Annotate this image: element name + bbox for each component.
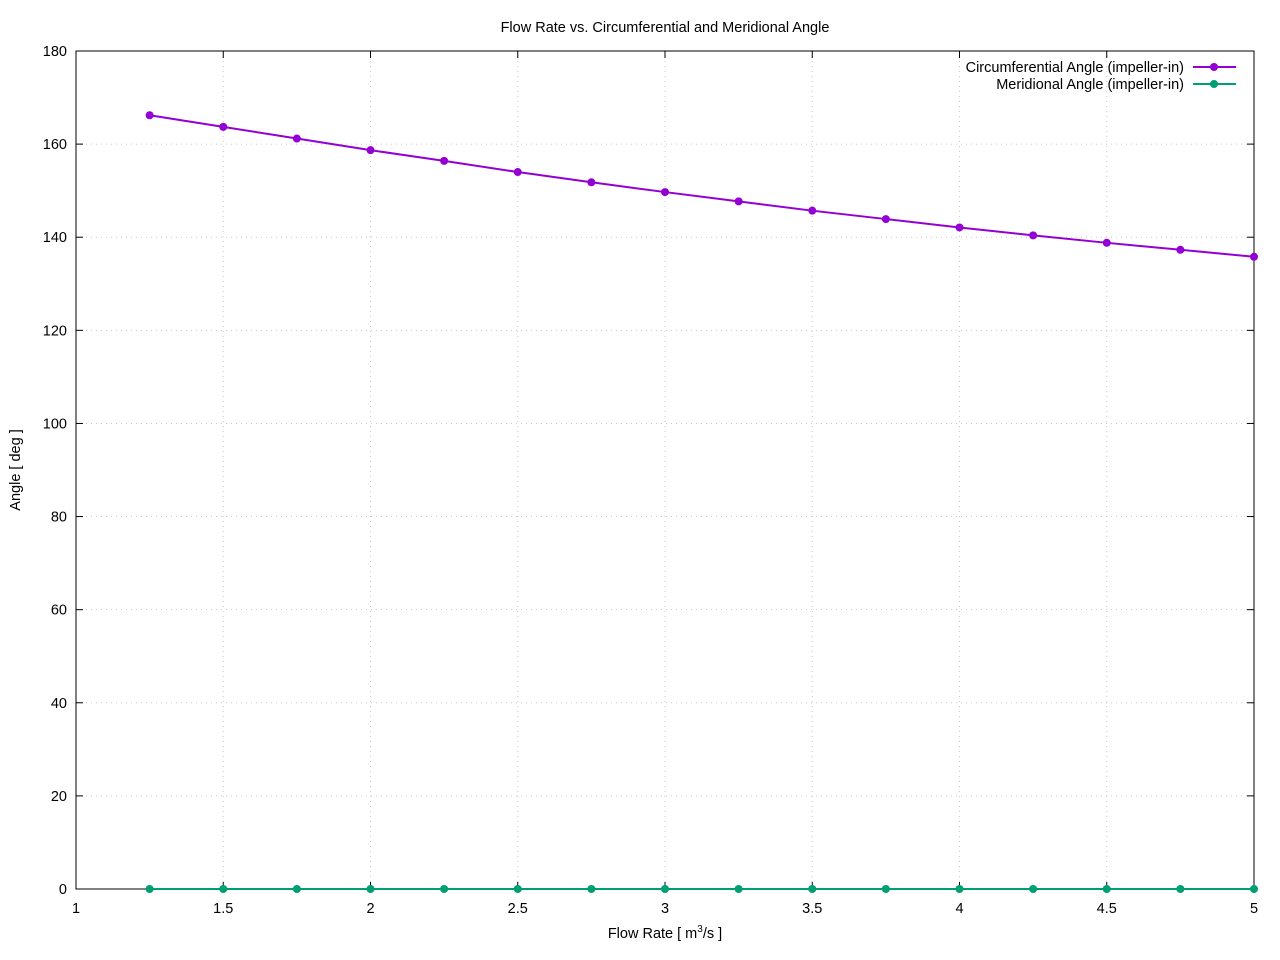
x-tick-label: 2 — [366, 901, 374, 917]
data-point — [955, 223, 964, 232]
legend: Circumferential Angle (impeller-in)Merid… — [966, 60, 1236, 93]
data-point — [881, 885, 890, 893]
y-tick-label: 160 — [43, 137, 67, 153]
x-axis-label-main: Flow Rate [ m — [608, 926, 697, 942]
data-point — [366, 885, 375, 893]
data-point — [440, 885, 449, 893]
data-point — [734, 885, 743, 893]
data-point — [1176, 245, 1185, 254]
series-meridional-angle — [145, 885, 1258, 893]
data-point — [1029, 231, 1038, 240]
grid — [76, 51, 1254, 889]
data-point — [881, 215, 890, 224]
data-point — [1029, 885, 1038, 893]
x-tick-label: 5 — [1250, 901, 1258, 917]
y-tick-label: 140 — [43, 230, 67, 246]
x-tick-label: 1.5 — [213, 901, 233, 917]
data-point — [661, 885, 669, 893]
data-point — [292, 885, 301, 893]
y-tick-label: 0 — [59, 882, 67, 898]
x-axis-label-sup: 3 — [697, 924, 703, 935]
data-point — [513, 168, 522, 177]
x-tick-label: 4 — [955, 901, 963, 917]
data-point — [1102, 885, 1111, 893]
y-tick-label: 20 — [51, 789, 67, 805]
legend-label: Meridional Angle (impeller-in) — [996, 77, 1184, 93]
data-point — [1176, 885, 1185, 893]
chart-title: Flow Rate vs. Circumferential and Meridi… — [501, 20, 830, 36]
y-tick-label: 180 — [43, 44, 67, 60]
series-line — [149, 114, 1255, 258]
x-tick-label: 3 — [661, 901, 669, 917]
data-point — [587, 885, 596, 893]
x-axis-label: Flow Rate [ m3/s ] — [608, 924, 722, 942]
data-point — [366, 146, 375, 155]
legend-marker — [1210, 80, 1218, 88]
data-point — [219, 122, 228, 131]
y-tick-label: 100 — [43, 416, 67, 432]
data-point — [145, 885, 154, 893]
data-point — [513, 885, 522, 893]
x-tick-label: 1 — [72, 901, 80, 917]
y-tick-label: 60 — [51, 603, 67, 619]
y-tick-label: 120 — [43, 323, 67, 339]
data-point — [1250, 885, 1258, 893]
data-point — [145, 111, 154, 120]
series-circumferential-angle — [145, 111, 1258, 261]
x-axis-label-tail: /s ] — [703, 926, 722, 942]
axis-ticks: 1 1.5 2 2.5 3 3.5 4 4.5 5 0 20 40 60 80 100 120 140 160 18… — [43, 44, 1258, 917]
y-axis-label: Angle [ deg ] — [8, 429, 24, 510]
x-tick-label: 3.5 — [802, 901, 822, 917]
data-point — [587, 178, 596, 187]
data-point — [440, 156, 449, 165]
data-point — [1250, 252, 1258, 261]
data-point — [808, 206, 817, 215]
legend-label: Circumferential Angle (impeller-in) — [966, 60, 1184, 76]
y-tick-label: 80 — [51, 510, 67, 526]
data-point — [955, 885, 964, 893]
data-point — [292, 134, 301, 143]
data-point — [1102, 238, 1111, 247]
data-point — [808, 885, 817, 893]
data-point — [219, 885, 228, 893]
x-tick-label: 4.5 — [1097, 901, 1117, 917]
legend-marker — [1210, 63, 1218, 71]
x-tick-label: 2.5 — [508, 901, 528, 917]
data-point — [734, 197, 743, 206]
data-point — [661, 188, 669, 197]
series-layer — [145, 111, 1258, 893]
y-tick-label: 40 — [51, 696, 67, 712]
